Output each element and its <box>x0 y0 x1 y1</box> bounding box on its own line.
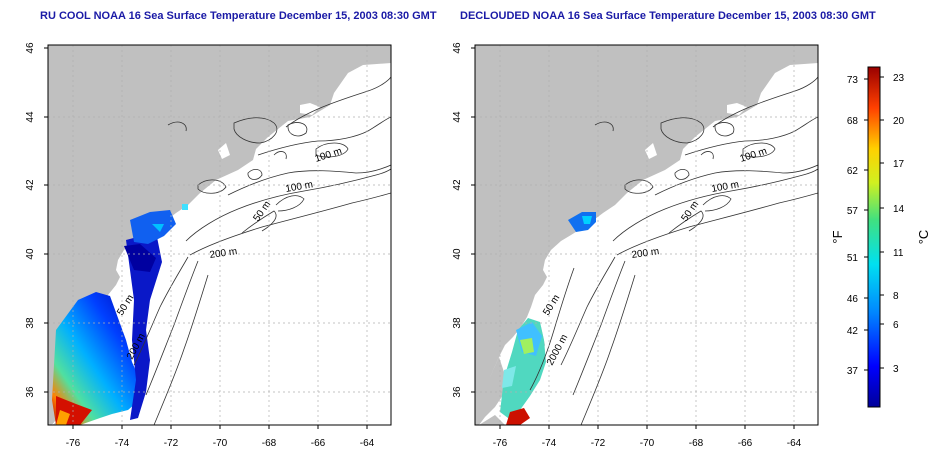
f-tick-label: 57 <box>847 206 859 217</box>
right-map: 100 m 100 m 50 m 200 m 50 m 2000 m -76 -… <box>452 42 819 449</box>
y-tick-label: 36 <box>25 386 36 398</box>
left-isobath-label: 200 m <box>209 246 238 261</box>
y-tick-label: 44 <box>25 111 36 123</box>
y-tick-label: 36 <box>452 386 463 398</box>
c-tick-label: 6 <box>893 320 899 331</box>
c-tick-label: 11 <box>893 248 904 259</box>
right-map-title: DECLOUDED NOAA 16 Sea Surface Temperatur… <box>460 10 876 22</box>
left-y-axis: 46 44 42 40 38 36 <box>25 42 36 398</box>
x-tick-label: -64 <box>787 438 802 449</box>
x-tick-label: -68 <box>689 438 704 449</box>
x-tick-label: -66 <box>311 438 326 449</box>
x-tick-label: -70 <box>213 438 228 449</box>
x-tick-label: -66 <box>738 438 753 449</box>
right-x-axis: -76 -74 -72 -70 -68 -66 -64 <box>493 438 802 449</box>
right-isobath-label: 200 m <box>631 246 660 261</box>
y-tick-label: 38 <box>452 317 463 329</box>
y-tick-label: 46 <box>25 42 36 54</box>
x-tick-label: -74 <box>542 438 557 449</box>
left-sst-north <box>130 210 176 244</box>
f-tick-label: 46 <box>847 294 859 305</box>
left-sst-stripes <box>126 232 162 420</box>
f-tick-label: 73 <box>847 75 859 86</box>
left-map: 100 m 100 m 50 m 200 m 50 m 200 m -76 -7… <box>25 42 392 449</box>
f-tick-label: 62 <box>847 166 859 177</box>
c-tick-label: 14 <box>893 204 905 215</box>
colorbar-f-label: °F <box>830 230 845 243</box>
left-x-axis: -76 -74 -72 -70 -68 -66 -64 <box>66 438 375 449</box>
left-map-title: RU COOL NOAA 16 Sea Surface Temperature … <box>40 10 437 22</box>
x-tick-label: -68 <box>262 438 277 449</box>
y-tick-label: 42 <box>452 179 463 191</box>
colorbar-f-ticks: 73 68 62 57 51 46 42 37 <box>847 75 859 377</box>
colorbar-c-ticks: 23 20 17 14 11 8 6 3 <box>893 73 905 375</box>
c-tick-label: 8 <box>893 291 899 302</box>
x-tick-label: -70 <box>640 438 655 449</box>
f-tick-label: 37 <box>847 366 859 377</box>
colorbar-gradient <box>867 66 881 408</box>
y-tick-label: 40 <box>25 248 36 260</box>
f-tick-label: 51 <box>847 253 859 264</box>
x-tick-label: -76 <box>66 438 81 449</box>
x-tick-label: -72 <box>591 438 606 449</box>
f-tick-label: 68 <box>847 116 859 127</box>
y-tick-label: 40 <box>452 248 463 260</box>
y-tick-label: 44 <box>452 111 463 123</box>
f-tick-label: 42 <box>847 326 859 337</box>
colorbar: 73 68 62 57 51 46 42 37 23 20 17 14 11 8… <box>830 66 931 408</box>
c-tick-label: 23 <box>893 73 905 84</box>
y-tick-label: 42 <box>25 179 36 191</box>
x-tick-label: -74 <box>115 438 130 449</box>
c-tick-label: 20 <box>893 116 905 127</box>
c-tick-label: 3 <box>893 364 899 375</box>
right-y-axis: 46 44 42 40 38 36 <box>452 42 463 398</box>
x-tick-label: -72 <box>164 438 179 449</box>
left-isobath-label: 100 m <box>285 179 314 195</box>
y-tick-label: 46 <box>452 42 463 54</box>
x-tick-label: -76 <box>493 438 508 449</box>
c-tick-label: 17 <box>893 159 905 170</box>
colorbar-c-label: °C <box>916 230 931 245</box>
y-tick-label: 38 <box>25 317 36 329</box>
right-isobath-label: 100 m <box>711 179 740 195</box>
x-tick-label: -64 <box>360 438 375 449</box>
